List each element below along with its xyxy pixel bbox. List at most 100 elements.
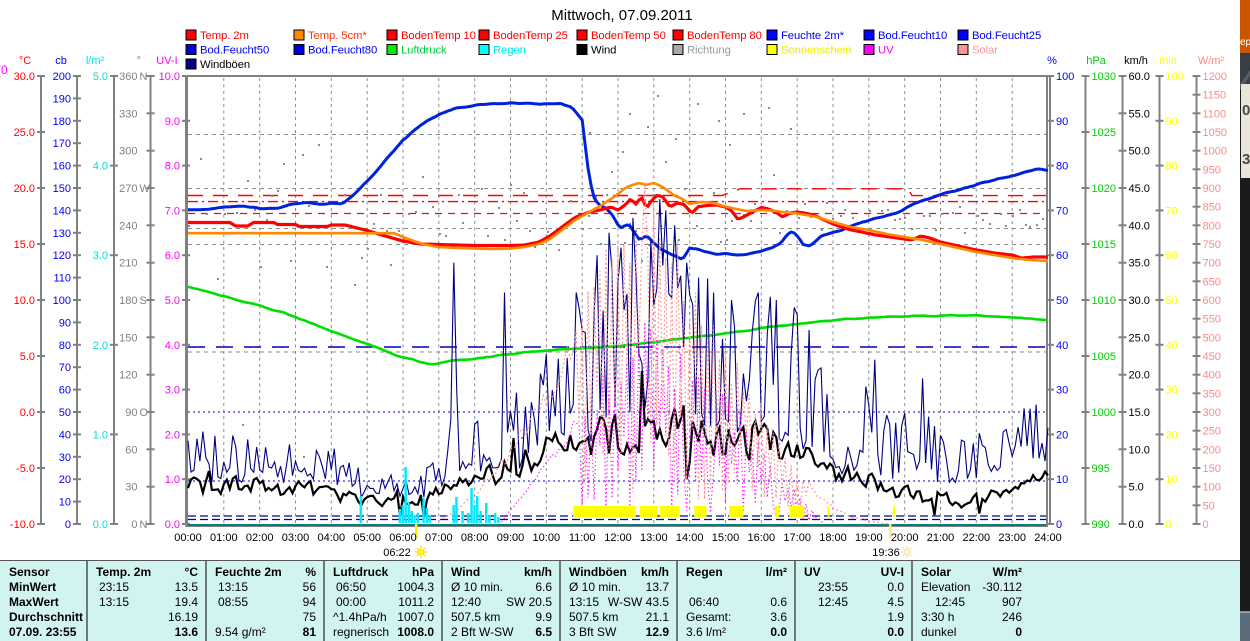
svg-text:75: 75 (303, 610, 317, 624)
svg-text:60: 60 (125, 444, 137, 456)
svg-text:60: 60 (59, 385, 71, 397)
svg-text:19:00: 19:00 (855, 532, 883, 544)
svg-text:21.1: 21.1 (646, 610, 670, 624)
svg-text:16:00: 16:00 (748, 532, 776, 544)
svg-text:6.6: 6.6 (535, 580, 552, 594)
svg-text:400: 400 (1203, 370, 1221, 382)
svg-text:1.0: 1.0 (165, 474, 180, 486)
svg-text:23:00: 23:00 (998, 532, 1026, 544)
svg-text:Temp. 5cm*: Temp. 5cm* (308, 30, 367, 42)
svg-text:507.5 km: 507.5 km (451, 610, 500, 624)
svg-text:0: 0 (1242, 102, 1250, 119)
svg-text:1025: 1025 (1092, 127, 1116, 139)
svg-text:330: 330 (119, 108, 137, 120)
svg-text:0.0: 0.0 (93, 519, 108, 531)
svg-text:3.6 l/m²: 3.6 l/m² (686, 625, 726, 639)
svg-text:4.0: 4.0 (165, 340, 180, 352)
svg-text:1008.0: 1008.0 (397, 625, 434, 639)
svg-text:1011.2: 1011.2 (398, 595, 434, 609)
svg-text:Regen: Regen (686, 565, 723, 579)
svg-text:15.0: 15.0 (14, 239, 35, 251)
svg-text:250: 250 (1203, 426, 1221, 438)
svg-text:140: 140 (53, 205, 71, 217)
svg-text:70: 70 (1056, 205, 1068, 217)
svg-text:16.19: 16.19 (168, 610, 198, 624)
svg-text:30: 30 (59, 452, 71, 464)
svg-text:10.0: 10.0 (159, 71, 180, 83)
svg-text:90: 90 (59, 317, 71, 329)
svg-text:60: 60 (1166, 250, 1178, 262)
svg-text:06:40: 06:40 (689, 595, 719, 609)
svg-text:2 Bft W-SW: 2 Bft W-SW (451, 625, 514, 639)
svg-text:UV: UV (878, 45, 894, 57)
svg-text:170: 170 (53, 138, 71, 150)
svg-text:995: 995 (1092, 463, 1110, 475)
svg-text:%: % (305, 565, 316, 579)
svg-text:35.0: 35.0 (1129, 258, 1150, 270)
svg-text:S: S (140, 295, 147, 307)
svg-text:200: 200 (53, 71, 71, 83)
svg-text:750: 750 (1203, 239, 1221, 251)
svg-text:30.0: 30.0 (1129, 295, 1150, 307)
svg-text:03:00: 03:00 (282, 532, 310, 544)
svg-text:-30.112: -30.112 (982, 580, 1022, 594)
svg-text:9.54 g/m²: 9.54 g/m² (215, 625, 266, 639)
svg-text:0: 0 (65, 519, 71, 531)
svg-text:45.0: 45.0 (1129, 183, 1150, 195)
svg-text:40: 40 (1166, 340, 1178, 352)
svg-text:6.5: 6.5 (535, 625, 552, 639)
svg-text:regnerisch: regnerisch (333, 625, 389, 639)
svg-text:300: 300 (1203, 407, 1221, 419)
svg-text:UV-I: UV-I (156, 55, 177, 67)
svg-text:19:36: 19:36 (872, 547, 900, 559)
svg-text:0: 0 (1015, 625, 1022, 639)
svg-text:180: 180 (53, 116, 71, 128)
svg-text:360: 360 (119, 71, 137, 83)
svg-text:60: 60 (1056, 250, 1068, 262)
svg-text:BodenTemp 80: BodenTemp 80 (687, 30, 762, 42)
svg-text:100: 100 (53, 295, 71, 307)
svg-text:110: 110 (53, 273, 71, 285)
svg-text:3.6: 3.6 (770, 610, 787, 624)
svg-text:56: 56 (303, 580, 317, 594)
svg-text:°: ° (137, 55, 141, 67)
svg-text:13.5: 13.5 (175, 580, 199, 594)
svg-text:7.0: 7.0 (165, 205, 180, 217)
svg-text:150: 150 (53, 183, 71, 195)
svg-text:350: 350 (1203, 388, 1221, 400)
svg-text:5.0: 5.0 (165, 295, 180, 307)
svg-text:BodenTemp 50: BodenTemp 50 (591, 30, 666, 42)
svg-text:100: 100 (1166, 71, 1184, 83)
svg-text:ep: ep (1240, 37, 1250, 48)
svg-text:700: 700 (1203, 258, 1221, 270)
svg-text:25.0: 25.0 (14, 127, 35, 139)
svg-text:0.0: 0.0 (165, 519, 180, 531)
svg-text:°C: °C (19, 55, 31, 67)
svg-text:1000: 1000 (1092, 407, 1116, 419)
svg-text:13.7: 13.7 (646, 580, 670, 594)
svg-text:40: 40 (1056, 340, 1068, 352)
svg-text:81: 81 (303, 625, 317, 639)
svg-text:l/m²: l/m² (766, 565, 787, 579)
svg-text:Ø 10 min.: Ø 10 min. (451, 580, 503, 594)
svg-text:9.0: 9.0 (165, 116, 180, 128)
svg-text:507.5 km: 507.5 km (569, 610, 618, 624)
svg-text:950: 950 (1203, 164, 1221, 176)
svg-text:23:15: 23:15 (99, 580, 129, 594)
svg-text:10: 10 (1166, 474, 1178, 486)
svg-text:1010: 1010 (1092, 295, 1116, 307)
svg-text:hPa: hPa (412, 565, 434, 579)
svg-text:20: 20 (59, 474, 71, 486)
svg-text:150: 150 (119, 332, 137, 344)
svg-text:1007.0: 1007.0 (397, 610, 434, 624)
svg-text:200: 200 (1203, 444, 1221, 456)
svg-text:01:00: 01:00 (210, 532, 238, 544)
svg-text:55.0: 55.0 (1129, 108, 1150, 120)
svg-text:1000: 1000 (1203, 146, 1227, 158)
svg-text:SW 20.5: SW 20.5 (506, 595, 552, 609)
svg-text:800: 800 (1203, 220, 1221, 232)
svg-text:km/h: km/h (524, 565, 552, 579)
svg-text:5.0: 5.0 (1129, 482, 1144, 494)
svg-text:N: N (140, 71, 148, 83)
svg-text:450: 450 (1203, 351, 1221, 363)
